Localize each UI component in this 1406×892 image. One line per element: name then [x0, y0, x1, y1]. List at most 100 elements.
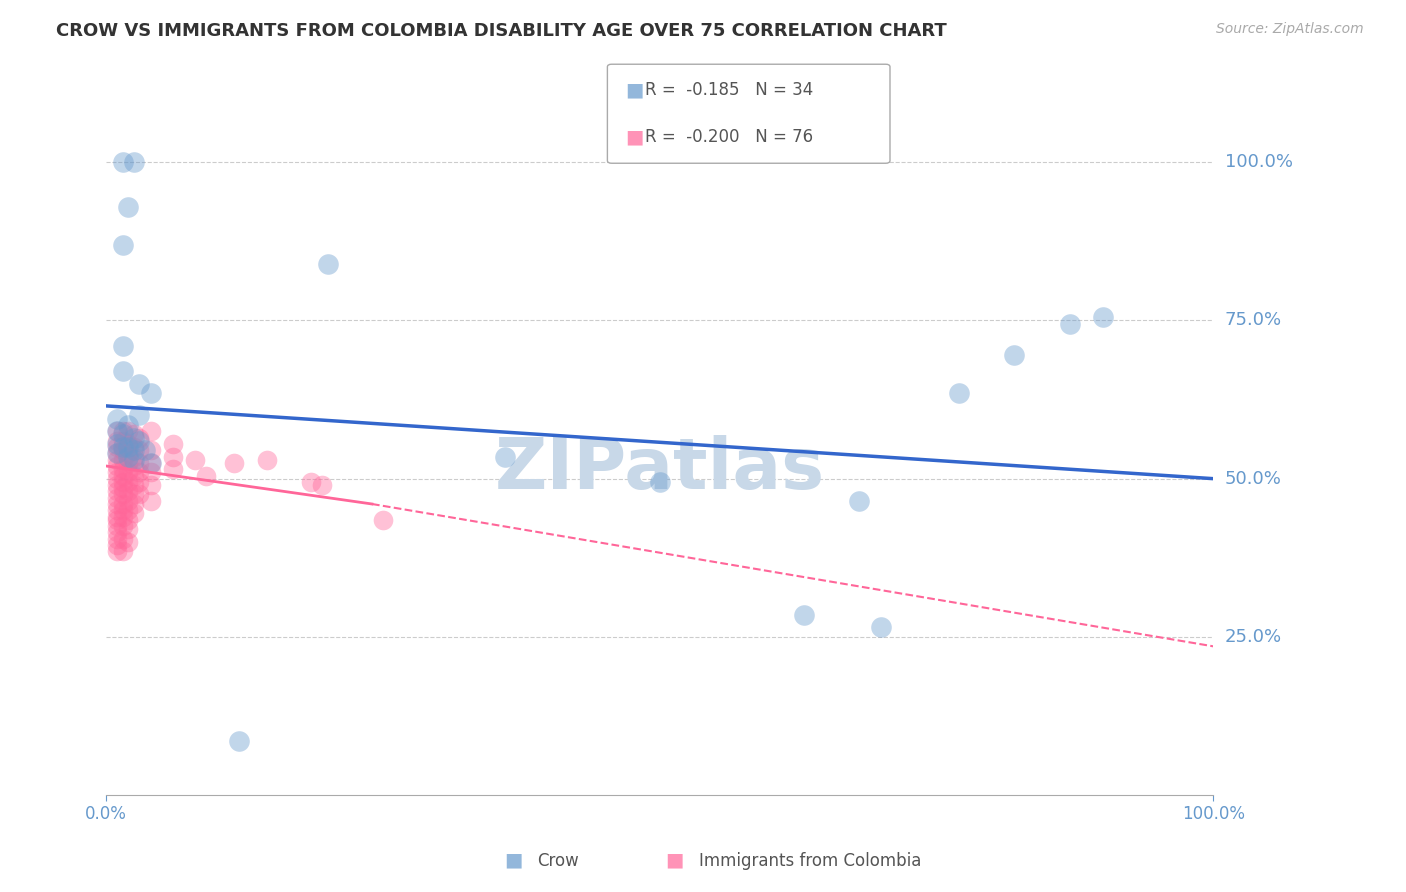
Point: [111, 468, 134, 483]
Point: [128, 487, 150, 501]
Text: ■: ■: [626, 128, 644, 146]
Point: [122, 487, 145, 501]
Point: [111, 544, 134, 558]
Point: [111, 339, 134, 353]
Point: [311, 478, 333, 492]
Point: [128, 376, 150, 391]
Point: [105, 478, 128, 492]
Point: [128, 431, 150, 445]
Point: [122, 155, 145, 169]
Point: [111, 443, 134, 458]
Point: [162, 437, 184, 451]
Point: [139, 456, 162, 470]
Point: [194, 468, 217, 483]
Point: [256, 452, 278, 467]
Point: [117, 450, 139, 464]
Point: [105, 472, 128, 486]
Point: [128, 409, 150, 423]
Text: Source: ZipAtlas.com: Source: ZipAtlas.com: [1216, 22, 1364, 37]
Point: [117, 513, 139, 527]
Point: [139, 443, 162, 458]
Point: [117, 484, 139, 499]
Point: [111, 237, 134, 252]
Point: [111, 497, 134, 511]
Point: [111, 532, 134, 546]
Point: [111, 519, 134, 533]
Point: [122, 431, 145, 445]
Point: [105, 544, 128, 558]
Point: [228, 734, 250, 748]
Point: [122, 443, 145, 458]
Point: [105, 458, 128, 473]
Point: [117, 466, 139, 480]
Text: 75.0%: 75.0%: [1225, 311, 1282, 329]
Text: ZIPatlas: ZIPatlas: [495, 434, 825, 504]
Point: [648, 475, 671, 489]
Point: [105, 509, 128, 524]
Point: [139, 493, 162, 508]
Point: [105, 503, 128, 517]
Point: [122, 478, 145, 492]
Point: [117, 475, 139, 489]
Point: [128, 443, 150, 458]
Point: [117, 446, 139, 460]
Text: Crow: Crow: [537, 852, 579, 870]
Point: [105, 437, 128, 451]
Point: [105, 424, 128, 438]
Point: [122, 427, 145, 442]
Point: [122, 458, 145, 473]
Text: 100.0%: 100.0%: [1225, 153, 1292, 171]
Point: [139, 424, 162, 438]
Point: [111, 434, 134, 448]
Point: [111, 155, 134, 169]
Point: [117, 440, 139, 454]
Point: [105, 434, 128, 448]
Point: [139, 456, 162, 470]
Point: [134, 443, 156, 458]
Point: [870, 620, 893, 634]
Point: [184, 452, 207, 467]
Point: [793, 607, 815, 622]
Point: [122, 507, 145, 521]
Point: [105, 532, 128, 546]
Text: 50.0%: 50.0%: [1225, 470, 1281, 488]
Point: [128, 466, 150, 480]
Point: [105, 466, 128, 480]
Point: [105, 491, 128, 505]
Point: [122, 440, 145, 454]
Point: [117, 417, 139, 432]
Point: [105, 513, 128, 527]
Point: [162, 450, 184, 464]
Point: [122, 452, 145, 467]
Point: [111, 424, 134, 438]
Point: [117, 437, 139, 451]
Point: [222, 456, 245, 470]
Point: [105, 452, 128, 467]
Point: [139, 478, 162, 492]
Point: [111, 503, 134, 517]
Point: [948, 386, 970, 401]
Point: [371, 513, 394, 527]
Point: [117, 424, 139, 438]
Text: R =  -0.200   N = 76: R = -0.200 N = 76: [645, 128, 814, 146]
Point: [105, 440, 128, 454]
Point: [105, 519, 128, 533]
Point: [117, 493, 139, 508]
Point: [105, 424, 128, 438]
Text: ■: ■: [626, 81, 644, 100]
Point: [299, 475, 322, 489]
Text: ■: ■: [665, 851, 685, 870]
Point: [111, 475, 134, 489]
Point: [105, 446, 128, 460]
Point: [494, 450, 516, 464]
Point: [316, 256, 339, 270]
Point: [105, 525, 128, 540]
Point: [105, 484, 128, 499]
Point: [111, 487, 134, 501]
Text: 25.0%: 25.0%: [1225, 628, 1282, 646]
Point: [111, 509, 134, 524]
Point: [1002, 348, 1025, 362]
Point: [848, 493, 870, 508]
Point: [117, 503, 139, 517]
Text: R =  -0.185   N = 34: R = -0.185 N = 34: [645, 81, 814, 99]
